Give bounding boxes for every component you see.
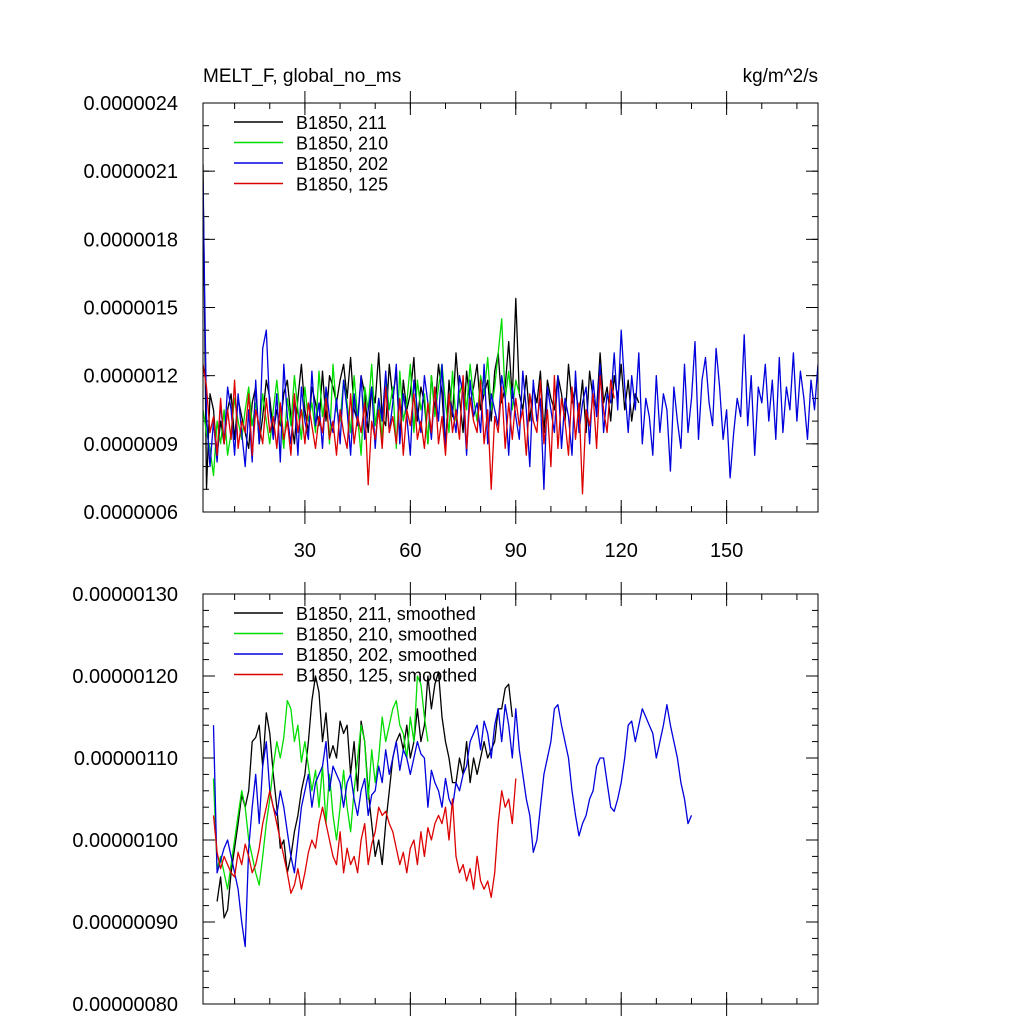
y-tick-label: 0.0000021 xyxy=(83,161,178,183)
y-tick-label: 0.00000100 xyxy=(72,830,178,852)
x-tick-label: 60 xyxy=(399,540,421,562)
x-tick-label: 120 xyxy=(605,540,638,562)
series-line-s125 xyxy=(212,778,517,899)
legend-label-s210: B1850, 210, smoothed xyxy=(296,625,477,645)
legend-label-s211: B1850, 211, smoothed xyxy=(296,604,476,624)
legend-label-s202: B1850, 202, smoothed xyxy=(296,645,477,665)
y-tick-label: 0.00000090 xyxy=(72,912,178,934)
y-tick-label: 0.00000080 xyxy=(72,994,178,1016)
x-tick-label: 90 xyxy=(505,540,527,562)
y-tick-label: 0.0000006 xyxy=(83,502,178,524)
plot-lines xyxy=(203,164,818,495)
y-tick-label: 0.00000120 xyxy=(72,666,178,688)
series-line-s211 xyxy=(203,164,640,490)
plot-frame xyxy=(202,593,819,1005)
series-line-s202 xyxy=(203,182,818,490)
x-tick-label: 30 xyxy=(294,540,316,562)
top-chart-panel: MELT_F, global_no_ms kg/m^2/s 0.0000006 0… xyxy=(83,66,819,562)
x-tick-label: 150 xyxy=(710,540,743,562)
y-tick-label: 0.0000012 xyxy=(83,366,178,388)
top-chart-units: kg/m^2/s xyxy=(743,66,818,87)
top-chart-title: MELT_F, global_no_ms xyxy=(203,66,401,87)
legend-label-s125: B1850, 125 xyxy=(296,175,388,195)
legend-label-s202: B1850, 202 xyxy=(296,154,388,174)
legend-label-s125: B1850, 125, smoothed xyxy=(296,666,477,686)
legend-label-s210: B1850, 210 xyxy=(296,134,388,154)
series-line-s210 xyxy=(203,318,520,477)
series-line-s125 xyxy=(203,364,615,495)
series-line-s202 xyxy=(212,704,693,948)
bottom-chart-panel: 0.00000080 0.00000090 0.00000100 0.00000110… xyxy=(72,582,819,1016)
legend-label-s211: B1850, 211 xyxy=(296,113,387,133)
y-tick-label: 0.00000110 xyxy=(74,748,178,770)
y-tick-label: 0.0000024 xyxy=(83,93,178,115)
y-tick-label: 0.0000015 xyxy=(83,298,178,320)
y-tick-label: 0.0000009 xyxy=(83,434,178,456)
y-tick-label: 0.0000018 xyxy=(83,229,178,251)
plot-lines xyxy=(212,671,693,948)
y-tick-label: 0.00000130 xyxy=(72,584,178,606)
plot-frame xyxy=(202,102,819,513)
